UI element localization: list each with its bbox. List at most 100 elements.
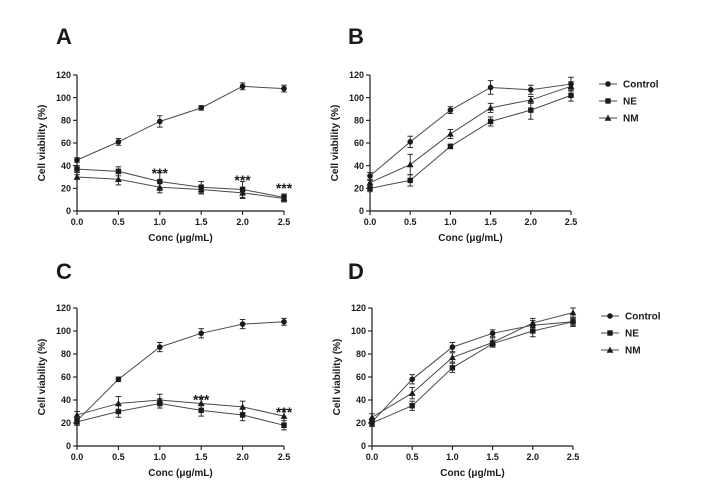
data-point [198,407,204,414]
x-tick-label: 1.0 [446,452,459,462]
legend: Control NE NM [599,80,659,125]
y-tick-label: 80 [61,349,71,359]
y-axis-title: Cell viability (%) [37,339,48,416]
series-line [76,168,285,198]
data-point [447,143,454,150]
significance-label: *** [152,165,169,181]
data-point [115,139,122,145]
legend-label: NE [625,329,639,340]
x-tick-label: 2.0 [527,452,540,462]
data-point [489,339,496,346]
series-nm [73,173,288,203]
legend-marker [605,98,611,104]
data-point [367,185,373,192]
x-tick-label: 1.5 [486,452,499,462]
data-point [197,186,205,193]
significance-label: *** [276,404,293,420]
y-tick-label: 120 [349,70,364,80]
series-line [76,402,285,426]
series-line [76,399,285,417]
legend-marker [604,114,612,121]
data-point [156,396,164,403]
x-tick-label: 2.5 [278,217,291,227]
series-line [76,85,285,161]
data-point [567,82,575,90]
data-point [115,400,122,407]
y-axis-title: Cell viability (%) [332,339,343,416]
y-tick-label: 80 [61,116,71,126]
data-point [449,344,456,350]
data-point [408,389,416,396]
y-tick-label: 60 [61,372,71,382]
data-point [568,92,574,99]
series-control [369,317,576,426]
x-tick-label: 1.0 [444,217,457,227]
y-tick-label: 40 [356,395,366,405]
chart-panel-d: D 0 20 40 60 80 100 120 0.0 0.5 1.0 1.5 2.0 2.5 Conc (… [332,259,661,479]
legend-item-control: Control [599,80,659,91]
data-point [115,376,122,383]
y-tick-label: 100 [351,326,366,336]
data-point [407,177,413,184]
panel-label: A [56,24,72,49]
significance-label: *** [193,392,210,408]
x-axis-title: Conc (μg/mL) [148,233,212,244]
x-tick-label: 0.0 [366,452,379,462]
y-axis-title: Cell viability (%) [330,105,341,182]
data-point [487,118,494,125]
data-point [527,96,535,103]
panel-label: D [348,259,364,284]
data-point [157,118,163,125]
data-point [487,104,494,111]
y-tick-label: 20 [354,184,364,194]
x-tick-label: 2.5 [565,217,578,227]
data-point [73,173,81,180]
series-line [76,321,285,422]
series-control [367,76,574,180]
data-point [239,321,246,327]
y-axis-title: Cell viability (%) [37,105,48,182]
data-point [569,309,577,316]
series-line [371,312,574,418]
data-point [570,319,576,325]
data-point [280,195,288,202]
chart-panel-b: B 0 20 40 60 80 100 120 0.0 0.5 1.0 1.5 2.0 2.5 Conc (… [330,24,659,244]
data-point [157,344,163,350]
legend-label: NM [623,114,639,125]
y-tick-label: 0 [359,206,364,216]
data-point [198,105,204,111]
y-tick-label: 120 [56,70,71,80]
series-control [74,317,287,425]
data-point [447,107,454,113]
legend-item-nm: NM [599,114,639,125]
data-point [366,179,374,186]
legend-marker [606,346,614,353]
panel-label: B [348,24,364,49]
x-tick-label: 0.5 [112,452,125,462]
data-point [449,365,456,371]
data-point [530,328,536,334]
series-control [74,82,287,163]
x-tick-label: 0.5 [406,452,419,462]
x-tick-label: 1.0 [154,452,167,462]
data-point [239,189,246,196]
significance-label: *** [234,172,251,188]
data-point [407,139,414,145]
x-tick-label: 2.5 [278,452,291,462]
data-point [239,403,246,410]
data-point [409,376,416,383]
data-point [280,412,288,419]
data-point [281,422,287,428]
legend-marker [607,313,613,319]
x-tick-label: 0.5 [404,217,417,227]
data-point [197,400,205,407]
x-tick-label: 1.5 [195,217,208,227]
x-tick-label: 2.0 [525,217,538,227]
legend-label: Control [625,312,661,323]
x-axis-title: Conc (μg/mL) [438,233,502,244]
data-point [239,83,246,90]
x-tick-label: 1.5 [484,217,497,227]
data-point [239,412,246,418]
series-ne [367,89,574,193]
